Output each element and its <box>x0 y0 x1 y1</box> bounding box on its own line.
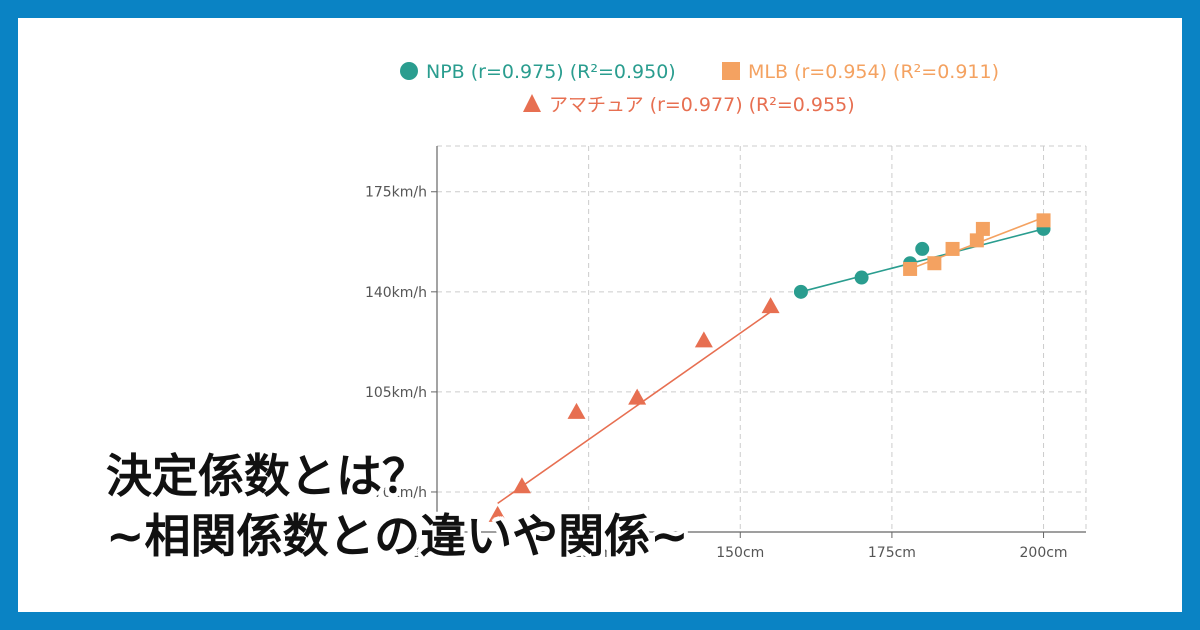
legend-entry: NPB (r=0.975) (R²=0.950) <box>400 61 676 83</box>
data-point-triangle <box>567 402 586 419</box>
data-point-triangle <box>694 331 713 348</box>
grid-lines <box>436 145 1087 532</box>
x-tick-label: 125cm <box>565 545 613 561</box>
legend-marker-triangle <box>523 94 541 112</box>
image-frame: 100cm 125cm 150cm 175cm 200cm 70km/h 105km/h 14… <box>18 18 1182 612</box>
correlation-scatter-chart: 100cm 125cm 150cm 175cm 200cm 70km/h 105km/h 14… <box>365 61 1087 561</box>
data-point-square <box>903 261 918 276</box>
x-tick-label: 100cm <box>413 545 461 561</box>
data-point-triangle <box>628 388 647 405</box>
regression-line <box>800 228 1044 293</box>
y-tick-label: 175km/h <box>365 185 427 201</box>
series-circle <box>793 221 1051 299</box>
data-point-square <box>975 221 990 236</box>
x-tick-label: 150cm <box>716 545 764 561</box>
regression-line <box>497 311 772 505</box>
legend-marker-circle <box>400 62 418 80</box>
data-point-triangle <box>488 505 507 522</box>
legend-label: アマチュア (r=0.977) (R²=0.955) <box>549 94 855 116</box>
data-point-square <box>1036 213 1051 228</box>
y-tick-label: 140km/h <box>365 285 427 301</box>
legend-label: NPB (r=0.975) (R²=0.950) <box>426 61 676 83</box>
overlay-title-line2: ~相関係数との違いや関係~ <box>106 509 689 563</box>
data-point-square <box>927 256 942 271</box>
x-tick-label: 200cm <box>1020 545 1068 561</box>
data-point-triangle <box>512 477 531 494</box>
data-point-circle <box>915 241 930 256</box>
data-point-square <box>945 241 960 256</box>
overlay-title: 決定係数とは？ ~相関係数との違いや関係~ <box>106 446 689 566</box>
overlay-title-line1: 決定係数とは？ <box>106 449 428 503</box>
data-point-square <box>969 233 984 248</box>
x-tick-label: 175cm <box>868 545 916 561</box>
y-tick-label: 105km/h <box>365 385 427 401</box>
y-tick-label: 70km/h <box>374 485 427 501</box>
data-point-triangle <box>761 297 780 314</box>
series-triangle <box>488 297 780 522</box>
legend-label: MLB (r=0.954) (R²=0.911) <box>748 61 999 83</box>
legend-entry: MLB (r=0.954) (R²=0.911) <box>722 61 999 83</box>
legend-marker-square <box>722 62 740 80</box>
series-square <box>903 213 1051 276</box>
data-point-circle <box>793 284 808 299</box>
data-point-circle <box>854 270 869 285</box>
legend-entry: アマチュア (r=0.977) (R²=0.955) <box>523 94 855 116</box>
